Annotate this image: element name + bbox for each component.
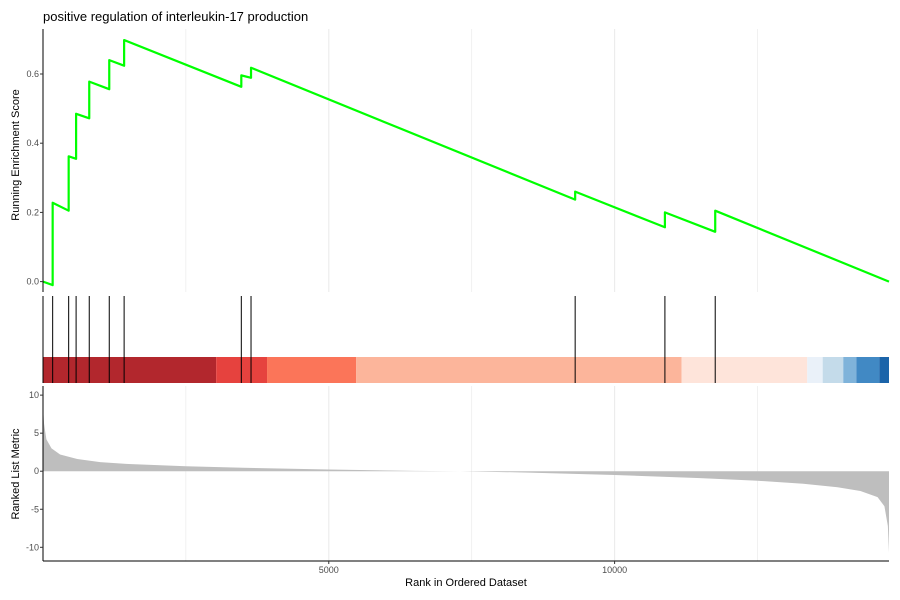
- metric-y-tick-label: 10: [29, 390, 39, 400]
- running-es-series: [42, 38, 890, 287]
- color-band: [43, 357, 217, 383]
- chart-title: positive regulation of interleukin-17 pr…: [43, 9, 309, 24]
- hits-tick-marks: [52, 296, 716, 383]
- color-band: [807, 357, 823, 383]
- color-band: [267, 357, 357, 383]
- color-band: [681, 357, 808, 383]
- es-y-axis-title: Running Enrichment Score: [10, 89, 22, 220]
- x-tick-label: 5000: [319, 565, 339, 575]
- ranked-metric-area: [43, 406, 889, 553]
- x-tick-label: 10000: [602, 565, 627, 575]
- es-y-tick-label: 0.2: [26, 207, 39, 217]
- color-band: [879, 357, 889, 383]
- metric-y-tick-label: -5: [31, 504, 39, 514]
- es-line: [42, 38, 890, 287]
- es-y-tick-label: 0.4: [26, 138, 39, 148]
- color-band: [356, 357, 682, 383]
- es-y-tick-label: 0.6: [26, 69, 39, 79]
- axis-lines: [42, 29, 889, 562]
- metric-y-tick-label: 5: [34, 428, 39, 438]
- tick-labels: 0.0 0.2 0.4 0.6 10 5 0 -5 -10 5000 10000: [26, 69, 627, 575]
- es-y-tick-label: 0.0: [26, 277, 39, 287]
- metric-area-path: [43, 406, 889, 553]
- es-panel-gridlines: [185, 29, 758, 292]
- metric-y-tick-label: 0: [34, 466, 39, 476]
- color-band: [822, 357, 844, 383]
- hits-color-bands: [43, 357, 889, 383]
- x-axis-title: Rank in Ordered Dataset: [405, 577, 527, 589]
- color-band: [856, 357, 880, 383]
- metric-y-axis-title: Ranked List Metric: [10, 428, 22, 520]
- color-band: [843, 357, 857, 383]
- metric-y-tick-label: -10: [26, 542, 39, 552]
